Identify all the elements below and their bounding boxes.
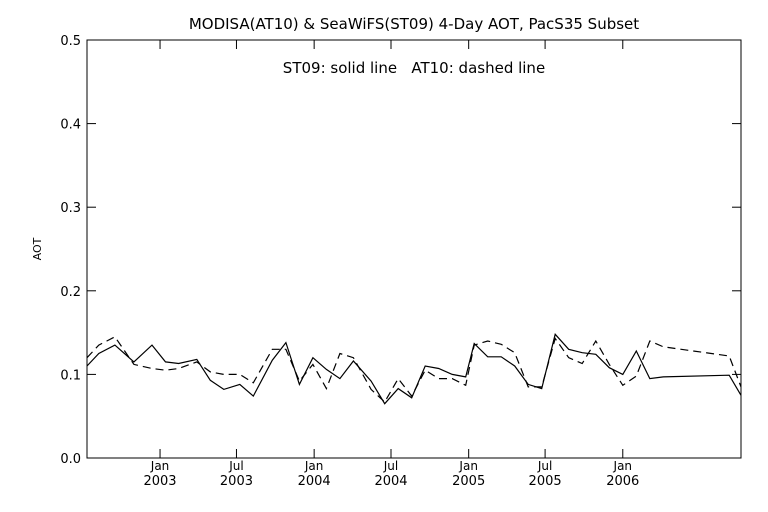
x-tick-month: Jul — [228, 459, 243, 473]
x-tick-month: Jan — [150, 459, 170, 473]
x-tick-month: Jan — [458, 459, 478, 473]
y-tick-label: 0.5 — [60, 34, 81, 49]
x-tick-year: 2006 — [606, 474, 639, 489]
x-tick-year: 2005 — [452, 474, 485, 489]
x-tick-month: Jan — [304, 459, 324, 473]
series-st09-line — [86, 333, 742, 405]
series-annotation: ST09: solid line AT10: dashed line — [283, 59, 545, 77]
y-axis-label: AOT — [31, 237, 44, 260]
x-tick-year: 2004 — [374, 474, 407, 489]
y-tick-label: 0.4 — [60, 118, 81, 133]
series-layer — [86, 333, 742, 405]
x-tick-year: 2003 — [220, 474, 253, 489]
series-at10-line — [86, 336, 742, 403]
chart-title: MODISA(AT10) & SeaWiFS(ST09) 4-Day AOT, … — [189, 15, 639, 33]
x-tick-month: Jan — [613, 459, 633, 473]
y-tick-label: 0.2 — [60, 285, 81, 300]
y-axis: 0.0 0.1 0.2 0.3 0.4 0.5 — [60, 34, 741, 467]
x-tick-year: 2004 — [298, 474, 331, 489]
x-tick-month: Jul — [383, 459, 398, 473]
plot-frame — [86, 39, 742, 459]
x-tick-year: 2005 — [529, 474, 562, 489]
x-tick-month: Jul — [537, 459, 552, 473]
x-axis: Jan2003Jul2003Jan2004Jul2004Jan2005Jul20… — [143, 40, 639, 489]
x-tick-year: 2003 — [143, 474, 176, 489]
y-tick-label: 0.1 — [60, 368, 81, 383]
y-tick-label: 0.3 — [60, 201, 81, 216]
y-tick-label: 0.0 — [60, 452, 81, 467]
